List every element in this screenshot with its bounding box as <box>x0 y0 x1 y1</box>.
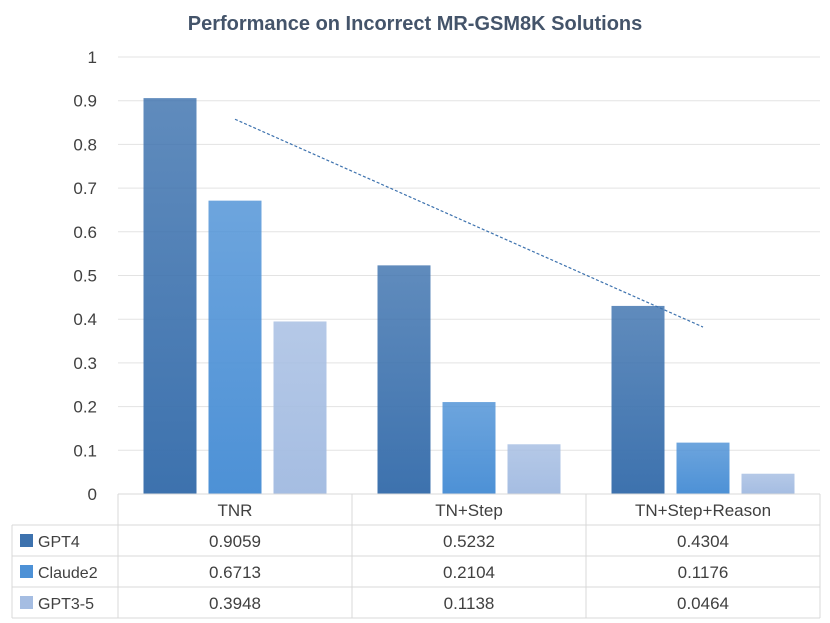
data-table: TNR TN+Step TN+Step+Reason GPT4 0.9059 0.5232… <box>11 493 821 619</box>
bar <box>676 442 730 494</box>
bar <box>507 444 561 494</box>
bar <box>143 98 197 494</box>
data-label: 0.4304 <box>677 532 729 551</box>
y-tick-label: 1 <box>88 48 97 67</box>
legend-swatch <box>20 534 33 547</box>
legend-swatch <box>20 596 33 609</box>
y-tick-label: 0.4 <box>73 310 97 329</box>
bar <box>377 265 431 494</box>
y-tick-label: 0.1 <box>73 441 97 460</box>
bars <box>143 98 795 494</box>
bar <box>741 473 795 494</box>
y-tick-label: 0.3 <box>73 354 97 373</box>
legend-label: GPT4 <box>38 534 80 551</box>
y-tick-label: 0.5 <box>73 267 97 286</box>
data-label: 0.3948 <box>209 594 261 613</box>
y-axis: 0 0.1 0.2 0.3 0.4 0.5 0.6 0.7 0.8 0.9 1 <box>73 48 97 504</box>
data-label: 0.9059 <box>209 532 261 551</box>
bar <box>611 305 665 494</box>
data-label: 0.0464 <box>677 594 729 613</box>
category-label: TN+Step <box>435 501 503 520</box>
legend-swatch <box>20 565 33 578</box>
y-tick-label: 0.7 <box>73 179 97 198</box>
category-label: TNR <box>218 501 253 520</box>
data-label: 0.1138 <box>444 594 495 613</box>
y-tick-label: 0.6 <box>73 223 97 242</box>
trendline <box>234 118 704 328</box>
legend-label: Claude2 <box>38 565 98 582</box>
bar <box>442 402 496 494</box>
bar <box>273 321 327 494</box>
bar <box>208 200 262 494</box>
trendline-gpt4 <box>234 118 704 328</box>
y-tick-label: 0 <box>88 485 97 504</box>
y-tick-label: 0.9 <box>73 92 97 111</box>
data-label: 0.5232 <box>443 532 495 551</box>
data-label: 0.1176 <box>678 563 729 582</box>
y-tick-label: 0.2 <box>73 398 97 417</box>
legend-label: GPT3-5 <box>38 596 94 613</box>
chart-title: Performance on Incorrect MR-GSM8K Soluti… <box>188 13 643 35</box>
y-tick-label: 0.8 <box>73 135 97 154</box>
category-label: TN+Step+Reason <box>635 501 771 520</box>
data-label: 0.2104 <box>443 563 495 582</box>
data-label: 0.6713 <box>209 563 261 582</box>
